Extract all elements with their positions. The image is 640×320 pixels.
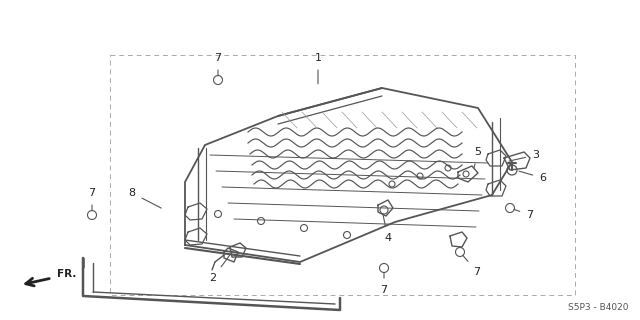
Text: FR.: FR. (57, 269, 76, 279)
Text: 3: 3 (509, 150, 540, 161)
Text: 2: 2 (209, 255, 230, 283)
Text: S5P3 - B4020: S5P3 - B4020 (568, 303, 628, 312)
Text: 7: 7 (88, 188, 95, 211)
Text: 6: 6 (519, 171, 547, 183)
Text: 7: 7 (463, 255, 481, 277)
Text: 1: 1 (314, 53, 321, 84)
Text: 4: 4 (383, 214, 392, 243)
Text: 7: 7 (214, 53, 221, 76)
Text: 7: 7 (380, 272, 388, 295)
Text: 8: 8 (129, 188, 161, 208)
Text: 5: 5 (474, 147, 481, 168)
Text: 7: 7 (514, 209, 534, 220)
